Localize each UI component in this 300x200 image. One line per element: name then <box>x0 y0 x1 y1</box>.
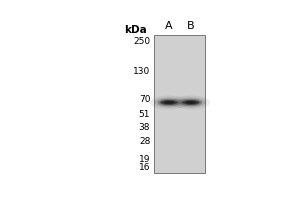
Ellipse shape <box>163 101 175 104</box>
Text: 19: 19 <box>139 155 150 164</box>
Text: 51: 51 <box>139 110 150 119</box>
Ellipse shape <box>154 98 184 107</box>
Ellipse shape <box>172 96 210 109</box>
Text: 70: 70 <box>139 95 150 104</box>
Ellipse shape <box>150 96 188 109</box>
Text: A: A <box>165 21 173 31</box>
Text: 28: 28 <box>139 137 150 146</box>
Ellipse shape <box>160 100 178 105</box>
Ellipse shape <box>185 101 197 104</box>
Ellipse shape <box>180 99 202 106</box>
Text: 130: 130 <box>133 67 150 76</box>
Text: 250: 250 <box>133 37 150 46</box>
Ellipse shape <box>182 100 200 105</box>
Bar <box>154 35 205 173</box>
Text: 16: 16 <box>139 163 150 172</box>
Ellipse shape <box>176 98 206 107</box>
Text: B: B <box>187 21 195 31</box>
Text: 38: 38 <box>139 123 150 132</box>
Ellipse shape <box>158 99 180 106</box>
Text: kDa: kDa <box>124 25 147 35</box>
